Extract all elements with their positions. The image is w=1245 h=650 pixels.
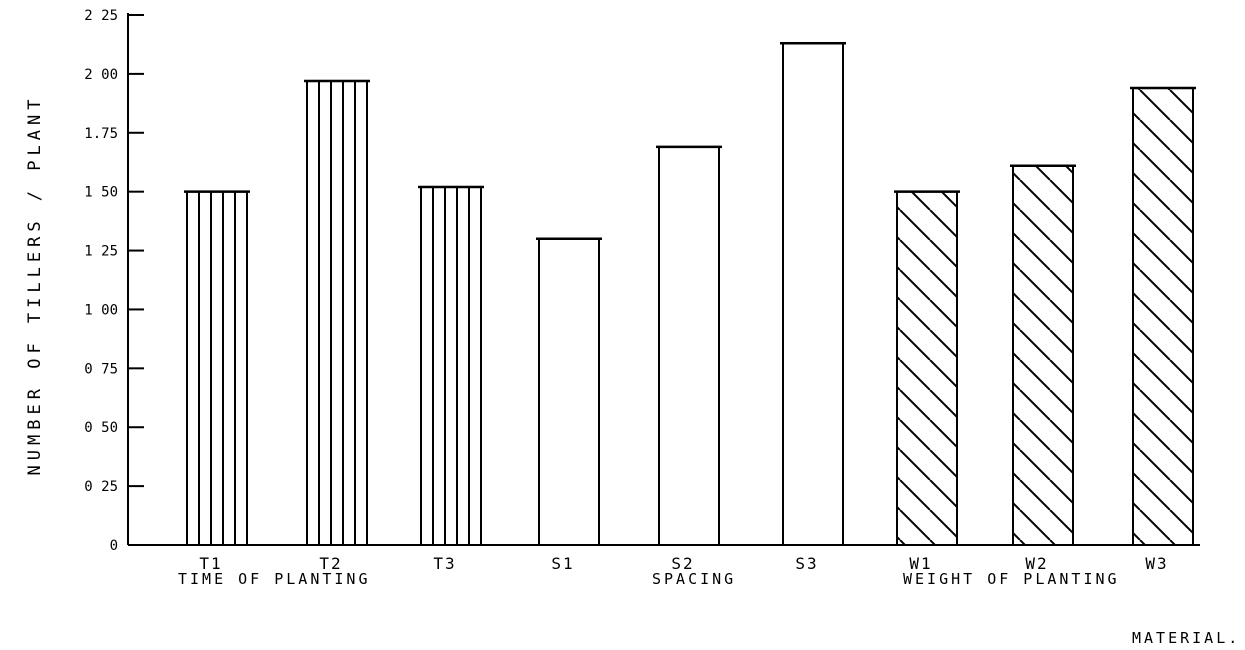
bar-s2 (656, 145, 722, 547)
bar-rect (1132, 87, 1194, 547)
y-tick-label: 0 50 (84, 420, 118, 436)
y-tick-label: 0 25 (84, 479, 118, 495)
x-tick-label: T1 (199, 554, 222, 573)
x-tick-label: W1 (909, 554, 932, 573)
x-tick-label: T2 (319, 554, 342, 573)
y-tick-label: 1 00 (84, 302, 118, 318)
bar-rect (186, 190, 248, 547)
bar-rect (538, 237, 600, 546)
bars (184, 42, 1196, 547)
x-tick-label: S3 (795, 554, 818, 573)
y-tick-label: 1 50 (84, 185, 118, 201)
x-tick-label: W3 (1145, 554, 1168, 573)
bar-t1 (184, 190, 250, 547)
group-label-material: MATERIAL. (1132, 629, 1240, 647)
x-tick-label: W2 (1025, 554, 1048, 573)
bar-w3 (1130, 86, 1196, 547)
bar-rect (658, 145, 720, 547)
y-tick-label: 1 25 (84, 244, 118, 260)
bar-w1 (894, 190, 960, 547)
y-tick-label: 1.75 (84, 126, 118, 142)
y-tick-label: 0 75 (84, 361, 118, 377)
y-axis-label: NUMBER OF TILLERS / PLANT (25, 95, 45, 476)
bar-t2 (304, 79, 370, 546)
group-label-weight: WEIGHT OF PLANTING (903, 570, 1120, 588)
y-tick-label: 2 00 (84, 67, 118, 83)
x-tick-label: S2 (671, 554, 694, 573)
bar-s1 (536, 237, 602, 546)
y-tick-label: 2 25 (84, 8, 118, 24)
bar-s3 (780, 42, 846, 547)
x-tick-label: T3 (433, 554, 456, 573)
group-label-time: TIME OF PLANTING (178, 570, 371, 588)
bar-rect (306, 79, 368, 546)
group-label-spacing: SPACING (652, 570, 736, 588)
x-tick-label: S1 (551, 554, 574, 573)
bar-t3 (418, 185, 484, 546)
bar-rect (896, 190, 958, 547)
bar-w2 (1010, 164, 1076, 546)
bar-rect (782, 42, 844, 547)
y-tick-label: 0 (110, 538, 118, 554)
labels: 0 0 25 0 50 0 75 1 00 1 25 1 50 1.75 2 00 2 25 T1 T… (84, 8, 1168, 573)
bar-rect (1012, 164, 1074, 546)
bar-rect (420, 185, 482, 546)
